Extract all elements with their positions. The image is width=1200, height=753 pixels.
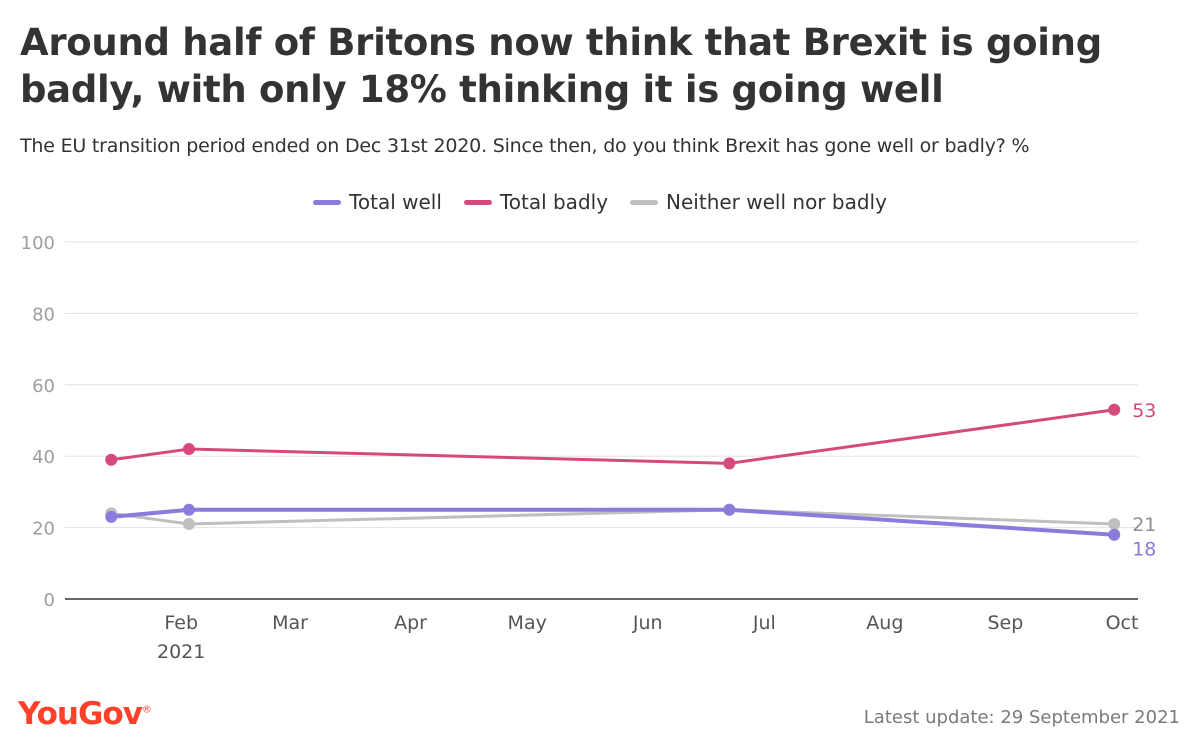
end-label-total-badly: 53 [1132, 400, 1156, 422]
legend-item-neither[interactable]: Neither well nor badly [630, 190, 887, 214]
legend-swatch-total-badly [463, 199, 492, 205]
point-total-well-3 [1108, 528, 1121, 541]
series-line-total-well [109, 507, 1117, 537]
x-tick-label-jul: Jul [752, 612, 776, 634]
point-total-badly-0 [105, 453, 118, 466]
end-label-neither-well-nor-badly: 21 [1132, 514, 1156, 536]
point-total-badly-1 [182, 443, 195, 456]
legend-label-total-badly: Total badly [499, 190, 609, 214]
point-total-badly-2 [723, 457, 736, 470]
y-tick-label-60: 60 [32, 376, 55, 397]
point-total-well-1 [182, 503, 195, 516]
y-tick-label-100: 100 [21, 233, 55, 254]
series-line-total-badly [109, 408, 1116, 465]
series-line-neither-well-nor-badly [109, 508, 1116, 526]
x-tick-label-sep: Sep [987, 612, 1023, 634]
legend-label-total-well: Total well [349, 190, 442, 214]
x-tick-label-aug: Aug [866, 612, 903, 634]
yougov-logo[interactable]: YouGov® [18, 696, 152, 732]
legend-label-neither: Neither well nor badly [666, 190, 887, 214]
y-tick-label-80: 80 [32, 304, 55, 325]
x-tick-sublabel-2021: 2021 [157, 641, 205, 663]
legend-swatch-total-well [313, 199, 342, 205]
x-tick-label-may: May [508, 612, 547, 634]
point-total-well-0 [105, 510, 118, 523]
legend-item-total-badly[interactable]: Total badly [463, 190, 609, 214]
point-total-well-2 [723, 503, 736, 516]
point-neither-well-nor-badly-1 [182, 518, 195, 531]
y-tick-label-0: 0 [44, 590, 55, 611]
point-total-badly-3 [1108, 403, 1121, 416]
latest-update: Latest update: 29 September 2021 [863, 707, 1180, 728]
brand-name: YouGov [18, 696, 143, 732]
x-tick-label-oct: Oct [1106, 612, 1139, 634]
legend: Total well Total badly Neither well nor … [0, 190, 1200, 214]
legend-swatch-neither [630, 199, 659, 205]
registered-mark: ® [141, 704, 152, 716]
chart-title: Around half of Britons now think that Br… [20, 21, 1102, 111]
y-tick-label-20: 20 [32, 519, 55, 540]
x-tick-label-feb: Feb [164, 612, 198, 634]
end-label-total-well: 18 [1132, 539, 1156, 561]
x-tick-label-jun: Jun [632, 612, 663, 634]
x-tick-label-mar: Mar [272, 612, 308, 634]
chart-subtitle: The EU transition period ended on Dec 31… [20, 135, 1030, 157]
point-neither-well-nor-badly-3 [1108, 518, 1121, 531]
y-tick-label-40: 40 [32, 447, 55, 468]
x-tick-label-apr: Apr [394, 612, 427, 634]
legend-item-total-well[interactable]: Total well [313, 190, 442, 214]
